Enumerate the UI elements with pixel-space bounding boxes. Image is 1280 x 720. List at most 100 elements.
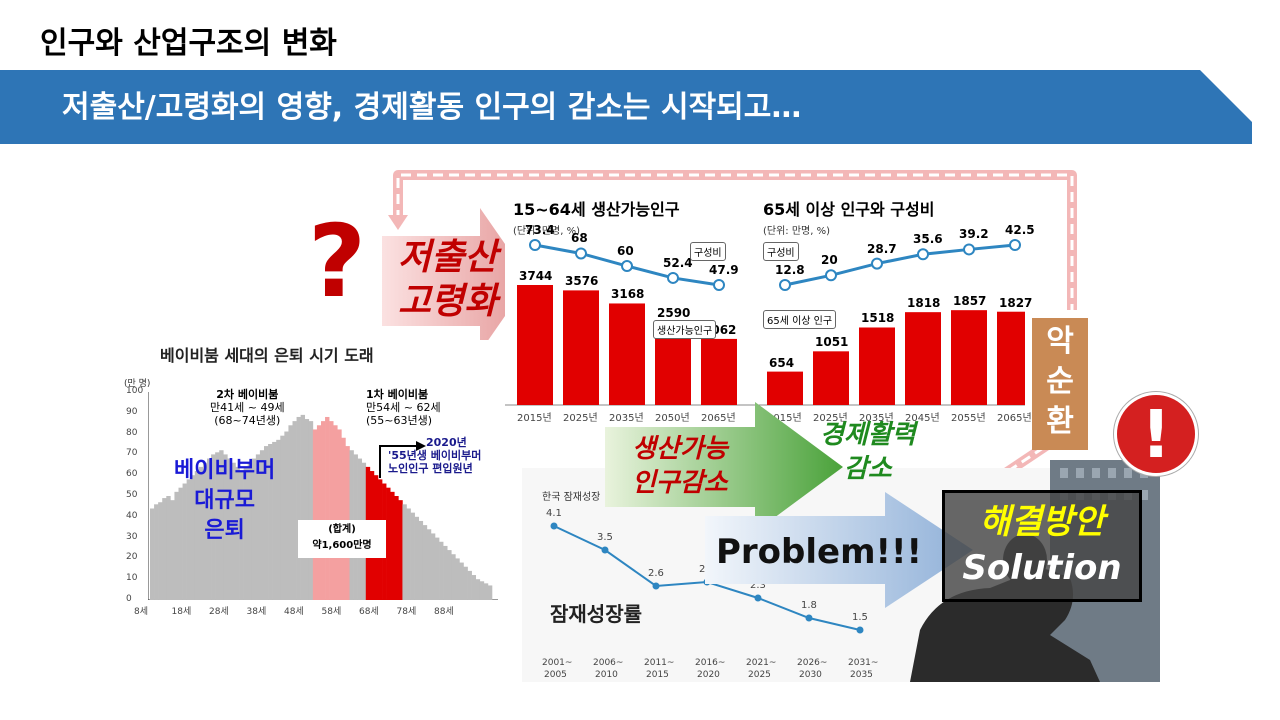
population-bar <box>251 458 257 600</box>
mass-retirement-label: 베이비부머 대규모 은퇴 <box>174 456 275 546</box>
growth-header: 한국 잠재성장 <box>542 492 601 503</box>
economic-vitality-text: 경제활력 <box>820 420 916 450</box>
population-bar <box>418 520 424 600</box>
elderly-bar <box>997 311 1025 405</box>
babyboom-title: 베이비붐 세대의 은퇴 시기 도래 <box>160 346 374 365</box>
x-tick-label: 18세 <box>171 607 192 617</box>
population-bar <box>410 512 415 600</box>
working-age-text: 생산가능 <box>632 434 728 464</box>
elderly-value-label: 1518 <box>861 311 895 326</box>
boom2-age: 만41세 ~ 49세 <box>210 401 285 414</box>
working-age-decline-arrow <box>605 402 843 532</box>
elderly-ratio-label: 12.8 <box>775 263 805 277</box>
population-bar <box>207 458 212 600</box>
low-birth-aging-label: 저출산 고령화 <box>398 236 497 324</box>
growth-point <box>754 594 762 602</box>
working-age-ratio-label: 73.4 <box>525 223 555 237</box>
growth-value-label: 2.6 <box>648 568 664 579</box>
working-age-bar <box>609 303 645 405</box>
population-bar <box>333 425 338 600</box>
population-bar <box>288 425 293 600</box>
working-age-title: 15~64세 생산가능인구 <box>513 200 680 219</box>
x-tick-label: 8세 <box>134 607 149 617</box>
working-age-ratio-label: 68 <box>571 231 588 246</box>
growth-point <box>805 614 813 622</box>
population-bar <box>443 545 448 600</box>
population-bar <box>430 533 436 600</box>
low-birth-aging-arrow <box>382 208 530 352</box>
vicious-cycle-char2: 순 <box>1046 364 1074 399</box>
population-bar <box>394 496 399 600</box>
population-bar <box>255 454 261 600</box>
population-bar <box>239 471 244 600</box>
total-label: (합계) <box>328 524 356 535</box>
elderly-ratio-label: 35.6 <box>913 232 943 247</box>
solution-box: 해결방안 Solution <box>942 490 1142 602</box>
y-tick-label: 80 <box>126 427 138 438</box>
note-arrow <box>379 441 426 478</box>
working-age-x-label: 2050년 <box>655 413 690 424</box>
x-tick-label: 48세 <box>284 607 304 617</box>
population-bar <box>280 435 285 600</box>
y-tick-label: 100 <box>126 386 144 396</box>
boom2-annotation: 2차 베이비붐 만41세 ~ 49세 (68~74년생) <box>210 388 285 427</box>
working-age-ratio-point <box>529 239 541 251</box>
population-bar <box>194 471 200 600</box>
total-value: 약1,600만명 <box>312 540 372 551</box>
economic-vitality-label: 경제활력 감소 <box>820 418 916 486</box>
boom2-title: 2차 베이비붐 <box>216 388 279 401</box>
working-pop-tag: 생산가능인구 <box>653 320 717 339</box>
population-bar <box>304 419 310 600</box>
population-bar <box>455 558 460 600</box>
population-bar <box>178 487 183 600</box>
vicious-cycle-label: 악 순 환 <box>1032 318 1088 450</box>
working-age-unit: (단위: 만명, %) <box>513 226 581 237</box>
population-bar <box>300 414 306 600</box>
growth-point <box>601 546 609 554</box>
note-line1: '55년생 베이비부머 <box>388 449 482 462</box>
y-tick-label: 0 <box>126 594 132 604</box>
growth-x-label-top: 2026~ <box>797 658 828 668</box>
slide-subtitle: 저출산/고령화의 영향, 경제활동 인구의 감소는 시작되고… <box>62 90 802 125</box>
population-bar <box>406 508 411 600</box>
population-bar <box>467 570 472 600</box>
x-tick-label: 88세 <box>434 607 454 617</box>
growth-point <box>652 582 660 590</box>
elderly-ratio-point <box>917 248 929 261</box>
working-age-ratio-point <box>575 247 587 260</box>
y-tick-label: 10 <box>126 573 138 584</box>
population-charts: 15~64세 생산가능인구 (단위: 만명, %) 65세 이상 인구와 구성비… <box>505 190 1035 435</box>
working-age-value-label: 3168 <box>611 287 645 302</box>
population-bar <box>325 416 330 600</box>
population-bar <box>158 502 163 600</box>
babyboom-chart: 베이비붐 세대의 은퇴 시기 도래 (만 명) 100 90 80 70 60 50 40 3… <box>120 340 500 640</box>
babyboom-unit: (만 명) <box>124 379 151 389</box>
working-age-ratio-point <box>621 260 633 273</box>
working-age-x-label: 2035년 <box>609 413 644 424</box>
elderly-bar <box>767 371 803 405</box>
solution-korean: 해결방안 <box>979 502 1105 542</box>
population-bar <box>219 450 224 600</box>
growth-x-label-top: 2006~ <box>593 658 624 668</box>
working-age-x-label: 2065년 <box>701 413 736 424</box>
elderly-bar <box>859 327 895 405</box>
boom1-annotation: 1차 베이비붐 만54세 ~ 62세 (55~63년생) <box>366 388 441 427</box>
y-tick-label: 40 <box>126 510 138 521</box>
total-box: (합계) 약1,600만명 <box>298 520 386 558</box>
boom1-birth: (55~63년생) <box>366 414 433 427</box>
population-bar <box>316 425 322 600</box>
problem-label: Problem!!! <box>716 532 923 572</box>
working-age-ratio-point <box>667 271 679 284</box>
growth-point <box>550 522 558 530</box>
population-bar <box>174 491 179 600</box>
note-year: 2020년 <box>426 436 467 449</box>
elderly-value-label: 1818 <box>907 296 941 311</box>
population-bar <box>243 466 249 600</box>
population-bar <box>235 466 240 600</box>
elderly-ratio-point <box>825 269 837 282</box>
problem-arrow <box>705 492 973 608</box>
elderly-x-label: 2015년 <box>767 413 802 424</box>
population-bar <box>202 462 208 600</box>
growth-value-label: 3.5 <box>597 532 613 543</box>
growth-x-label-bottom: 2015 <box>646 670 669 680</box>
